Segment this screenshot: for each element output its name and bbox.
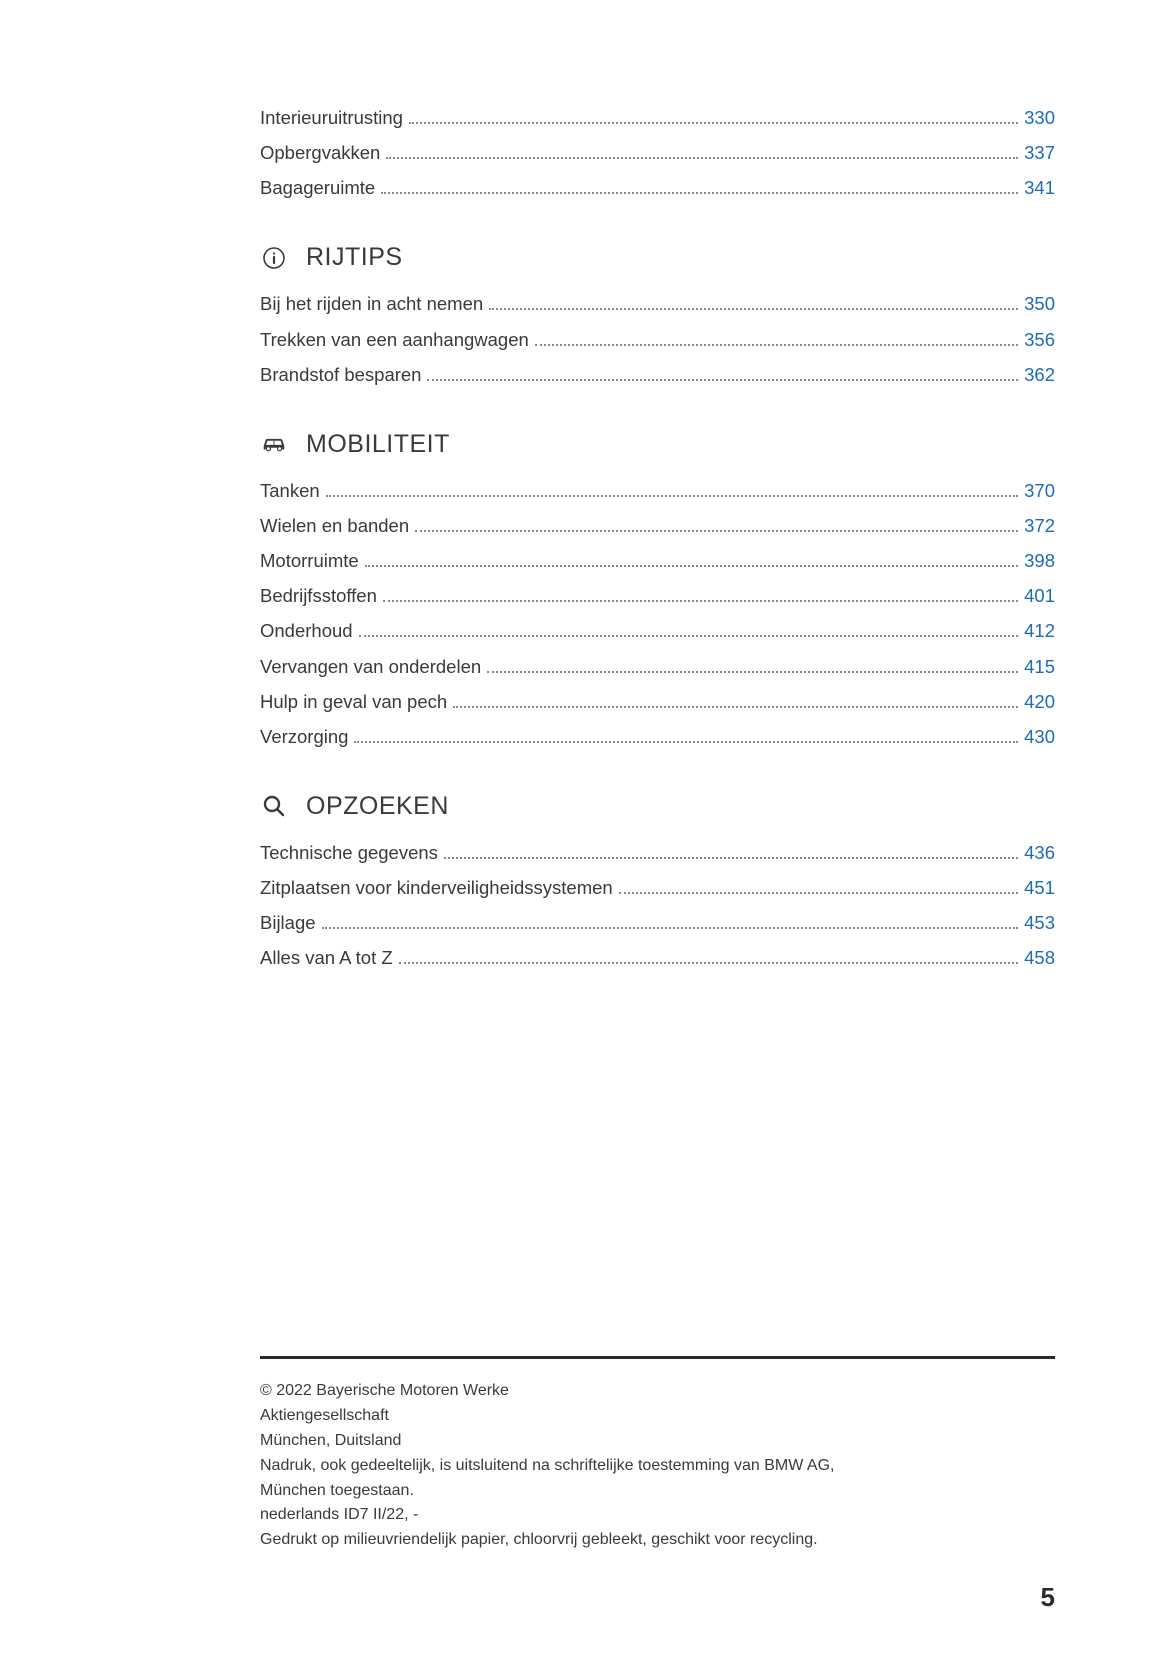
toc-row[interactable]: Onderhoud 412 xyxy=(260,613,1055,648)
toc-dots xyxy=(489,308,1018,310)
toc-row[interactable]: Alles van A tot Z 458 xyxy=(260,940,1055,975)
toc-label: Bij het rijden in acht nemen xyxy=(260,286,483,321)
toc-label: Onderhoud xyxy=(260,613,353,648)
page-number: 5 xyxy=(1041,1582,1055,1613)
toc-page-link[interactable]: 337 xyxy=(1024,135,1055,170)
toc-label: Hulp in geval van pech xyxy=(260,684,447,719)
toc-row[interactable]: Interieuruitrusting 330 xyxy=(260,100,1055,135)
section-header: MOBILITEIT xyxy=(260,430,1055,459)
toc-row[interactable]: Wielen en banden 372 xyxy=(260,508,1055,543)
footer-line: nederlands ID7 II/22, - xyxy=(260,1503,1055,1528)
toc-row[interactable]: Opbergvakken 337 xyxy=(260,135,1055,170)
toc-dots xyxy=(365,565,1018,567)
toc-label: Bedrijfsstoffen xyxy=(260,578,377,613)
toc-dots xyxy=(415,530,1018,532)
toc-label: Interieuruitrusting xyxy=(260,100,403,135)
toc-page-link[interactable]: 330 xyxy=(1024,100,1055,135)
toc-label: Bagageruimte xyxy=(260,170,375,205)
footer-line: Aktiengesellschaft xyxy=(260,1404,1055,1429)
toc-label: Technische gegevens xyxy=(260,835,438,870)
toc-dots xyxy=(399,962,1018,964)
footer-line: München, Duitsland xyxy=(260,1429,1055,1454)
toc-label: Verzorging xyxy=(260,719,348,754)
car-icon xyxy=(260,430,288,458)
toc-page-link[interactable]: 398 xyxy=(1024,543,1055,578)
toc-page-link[interactable]: 350 xyxy=(1024,286,1055,321)
footer-rule xyxy=(260,1356,1055,1359)
toc-dots xyxy=(619,892,1018,894)
toc-dots xyxy=(427,379,1018,381)
toc-row[interactable]: Bijlage 453 xyxy=(260,905,1055,940)
toc-row[interactable]: Verzorging 430 xyxy=(260,719,1055,754)
toc-block-initial: Interieuruitrusting 330Opbergvakken 337B… xyxy=(260,100,1055,205)
toc-page-link[interactable]: 412 xyxy=(1024,613,1055,648)
toc-dots xyxy=(487,671,1018,673)
info-icon xyxy=(260,244,288,272)
toc-row[interactable]: Bij het rijden in acht nemen 350 xyxy=(260,286,1055,321)
page: Interieuruitrusting 330Opbergvakken 337B… xyxy=(0,0,1165,1653)
toc-page-link[interactable]: 451 xyxy=(1024,870,1055,905)
toc-dots xyxy=(535,344,1018,346)
toc-page-link[interactable]: 453 xyxy=(1024,905,1055,940)
section-header: RIJTIPS xyxy=(260,243,1055,272)
toc-dots xyxy=(359,635,1019,637)
toc-dots xyxy=(444,857,1018,859)
footer-line: Nadruk, ook gedeeltelijk, is uitsluitend… xyxy=(260,1454,1055,1479)
toc-label: Bijlage xyxy=(260,905,316,940)
section-title: RIJTIPS xyxy=(306,243,403,272)
toc-page-link[interactable]: 401 xyxy=(1024,578,1055,613)
toc-label: Vervangen van onderdelen xyxy=(260,649,481,684)
toc-label: Tanken xyxy=(260,473,320,508)
toc-row[interactable]: Hulp in geval van pech 420 xyxy=(260,684,1055,719)
toc-row[interactable]: Zitplaatsen voor kinderveiligheidssystem… xyxy=(260,870,1055,905)
toc-row[interactable]: Brandstof besparen 362 xyxy=(260,357,1055,392)
toc-page-link[interactable]: 372 xyxy=(1024,508,1055,543)
toc-label: Trekken van een aanhangwagen xyxy=(260,322,529,357)
footer: © 2022 Bayerische Motoren WerkeAktienges… xyxy=(260,1356,1055,1553)
footer-line: München toegestaan. xyxy=(260,1479,1055,1504)
toc-row[interactable]: Bagageruimte 341 xyxy=(260,170,1055,205)
toc-page-link[interactable]: 436 xyxy=(1024,835,1055,870)
search-icon xyxy=(260,792,288,820)
toc-page-link[interactable]: 362 xyxy=(1024,357,1055,392)
toc-label: Brandstof besparen xyxy=(260,357,421,392)
toc-label: Opbergvakken xyxy=(260,135,380,170)
toc-page-link[interactable]: 420 xyxy=(1024,684,1055,719)
toc-dots xyxy=(383,600,1018,602)
toc-page-link[interactable]: 430 xyxy=(1024,719,1055,754)
toc-dots xyxy=(322,927,1019,929)
toc-label: Alles van A tot Z xyxy=(260,940,393,975)
toc-page-link[interactable]: 341 xyxy=(1024,170,1055,205)
toc-content: Interieuruitrusting 330Opbergvakken 337B… xyxy=(110,100,1055,976)
toc-page-link[interactable]: 370 xyxy=(1024,473,1055,508)
footer-line: © 2022 Bayerische Motoren Werke xyxy=(260,1379,1055,1404)
toc-label: Motorruimte xyxy=(260,543,359,578)
toc-dots xyxy=(386,157,1018,159)
toc-label: Wielen en banden xyxy=(260,508,409,543)
toc-label: Zitplaatsen voor kinderveiligheidssystem… xyxy=(260,870,613,905)
toc-page-link[interactable]: 415 xyxy=(1024,649,1055,684)
toc-page-link[interactable]: 458 xyxy=(1024,940,1055,975)
section-title: OPZOEKEN xyxy=(306,792,449,821)
toc-row[interactable]: Trekken van een aanhangwagen 356 xyxy=(260,322,1055,357)
footer-line: Gedrukt op milieuvriendelijk papier, chl… xyxy=(260,1528,1055,1553)
section-header: OPZOEKEN xyxy=(260,792,1055,821)
toc-page-link[interactable]: 356 xyxy=(1024,322,1055,357)
toc-row[interactable]: Bedrijfsstoffen 401 xyxy=(260,578,1055,613)
toc-dots xyxy=(453,706,1018,708)
toc-row[interactable]: Vervangen van onderdelen 415 xyxy=(260,649,1055,684)
section-title: MOBILITEIT xyxy=(306,430,450,459)
toc-dots xyxy=(409,122,1018,124)
toc-dots xyxy=(381,192,1018,194)
toc-row[interactable]: Technische gegevens 436 xyxy=(260,835,1055,870)
toc-row[interactable]: Tanken 370 xyxy=(260,473,1055,508)
toc-row[interactable]: Motorruimte 398 xyxy=(260,543,1055,578)
toc-dots xyxy=(354,741,1018,743)
toc-dots xyxy=(326,495,1018,497)
